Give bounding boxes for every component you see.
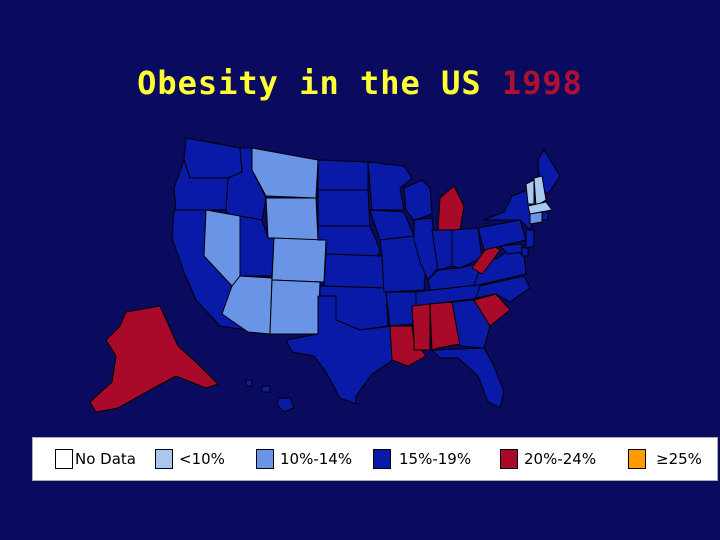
state-sc xyxy=(473,293,511,327)
legend-label: 20%-24% xyxy=(524,450,597,468)
state-sd xyxy=(317,189,371,227)
legend: No Data <10% 10%-14% 15%-19% 20%-24% ≥25… xyxy=(32,437,718,481)
state-ks xyxy=(323,253,385,289)
state-ia xyxy=(369,209,415,241)
legend-swatch xyxy=(55,449,73,469)
state-ak xyxy=(89,305,219,413)
legend-label: ≥25% xyxy=(656,450,702,468)
state-ga xyxy=(451,299,491,349)
state-co xyxy=(271,237,327,283)
legend-label: No Data xyxy=(75,450,136,468)
state-fl xyxy=(431,347,505,409)
state-nd xyxy=(317,159,369,191)
legend-swatch xyxy=(155,449,173,469)
title-year: 1998 xyxy=(501,64,583,102)
state-oh xyxy=(451,227,483,269)
legend-swatch xyxy=(500,449,518,469)
legend-swatch xyxy=(628,449,646,469)
state-vt xyxy=(525,179,535,205)
legend-label: <10% xyxy=(179,450,225,468)
state-nh xyxy=(533,175,547,207)
state-ne xyxy=(317,225,381,257)
state-la xyxy=(389,325,427,367)
state-md xyxy=(499,243,523,255)
state-mi xyxy=(437,185,465,231)
state-ms xyxy=(411,303,431,351)
state-wa xyxy=(183,137,243,179)
state-ri xyxy=(541,211,549,221)
state-tx xyxy=(285,295,403,405)
state-nc xyxy=(475,275,531,303)
state-nj xyxy=(525,229,535,249)
page-title: Obesity in the US 1998 xyxy=(0,64,720,102)
legend-label: 15%-19% xyxy=(399,450,472,468)
state-de xyxy=(521,247,529,257)
state-ct xyxy=(529,211,543,225)
state-nm xyxy=(269,279,321,335)
state-ma xyxy=(527,201,553,215)
legend-swatch xyxy=(256,449,274,469)
state-al xyxy=(429,301,461,351)
state-az xyxy=(221,275,273,335)
state-hi-islet xyxy=(245,379,253,387)
legend-label: 10%-14% xyxy=(280,450,353,468)
title-main: Obesity in the US xyxy=(137,64,482,102)
state-hi-islet-2 xyxy=(261,385,271,393)
legend-swatch xyxy=(373,449,391,469)
state-mt xyxy=(251,147,319,199)
state-hi xyxy=(277,397,295,413)
state-wv xyxy=(471,243,501,275)
state-wy xyxy=(265,197,319,241)
state-wi xyxy=(403,179,433,221)
